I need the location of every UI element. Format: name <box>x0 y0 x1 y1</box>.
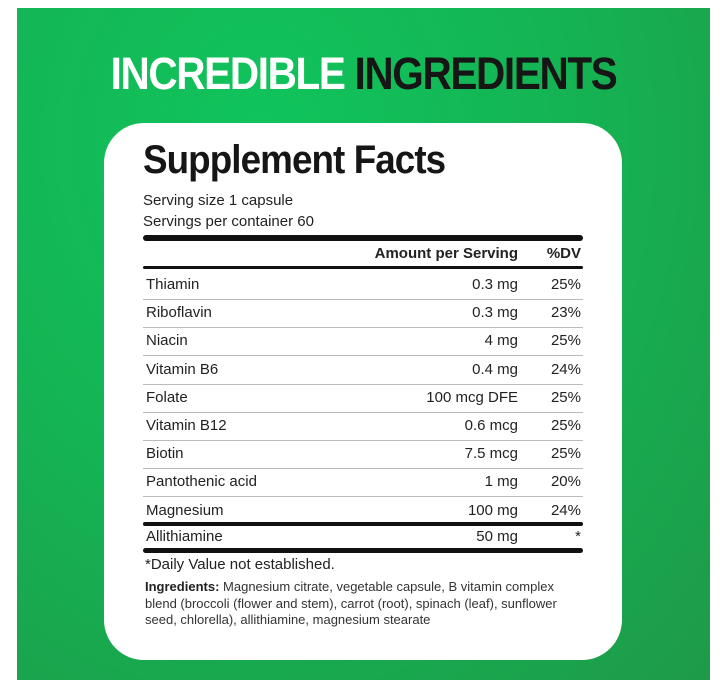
row-divider <box>143 383 583 385</box>
nutrient-dv: 25% <box>550 445 581 463</box>
serving-size: Serving size 1 capsule <box>143 192 294 209</box>
table-row: Riboflavin 0.3 mg 23% <box>143 304 583 326</box>
nutrient-amount: 0.3 mg <box>472 276 518 293</box>
nutrient-name: Biotin <box>146 445 184 463</box>
row-divider <box>143 299 583 300</box>
ingredients-text: Magnesium citrate, vegetable capsule, B … <box>145 579 557 627</box>
headline-white: INCREDIBLE <box>110 48 346 99</box>
row-divider <box>143 496 583 498</box>
nutrient-dv: * <box>575 528 581 545</box>
row-divider <box>143 440 583 441</box>
nutrient-name: Riboflavin <box>146 304 212 322</box>
header-amount: Amount per Serving <box>374 245 518 262</box>
divider-bottom <box>143 548 583 553</box>
nutrient-dv: 24% <box>550 360 581 378</box>
table-row: Niacin 4 mg 25% <box>143 332 583 354</box>
divider-thick <box>143 235 583 241</box>
servings-per-container: Servings per container 60 <box>143 213 314 230</box>
table-header: Amount per Serving %DV <box>143 245 583 267</box>
table-row: Biotin 7.5 mcg 25% <box>143 445 583 467</box>
table-row: Vitamin B6 0.4 mg 24% <box>143 361 583 383</box>
supplement-facts-card <box>104 123 622 660</box>
nutrient-name: Allithiamine <box>146 528 223 545</box>
table-row: Thiamin 0.3 mg 25% <box>143 276 583 298</box>
nutrient-name: Magnesium <box>146 501 224 519</box>
nutrient-dv: 23% <box>550 304 581 322</box>
nutrient-amount: 0.4 mg <box>472 360 518 378</box>
nutrient-amount: 100 mg <box>467 501 518 519</box>
table-row: Pantothenic acid 1 mg 20% <box>143 473 583 495</box>
divider-other <box>143 522 583 526</box>
nutrient-amount: 7.5 mcg <box>464 445 518 463</box>
nutrient-name: Thiamin <box>146 276 200 293</box>
header-dv: %DV <box>546 245 581 262</box>
nutrient-amount: 100 mcg DFE <box>426 388 518 406</box>
nutrient-dv: 25% <box>550 332 581 350</box>
nutrient-name: Vitamin B6 <box>146 360 219 378</box>
nutrient-amount: 1 mg <box>484 473 518 491</box>
nutrient-amount: 4 mg <box>484 332 518 350</box>
facts-title: Supplement Facts <box>143 138 446 182</box>
row-divider <box>143 468 583 470</box>
nutrient-name: Vitamin B12 <box>146 417 227 434</box>
headline: INCREDIBLE INGREDIENTS <box>36 48 690 100</box>
nutrient-dv: 20% <box>550 473 581 491</box>
ingredients: Ingredients: Magnesium citrate, vegetabl… <box>145 579 585 629</box>
nutrient-name: Niacin <box>146 332 188 350</box>
nutrient-dv: 25% <box>550 276 581 293</box>
table-row: Vitamin B12 0.6 mcg 25% <box>143 417 583 439</box>
footnote: *Daily Value not established. <box>145 556 335 573</box>
table-row: Folate 100 mcg DFE 25% <box>143 389 583 411</box>
headline-dark: INGREDIENTS <box>354 48 618 99</box>
table-row: Magnesium 100 mg 24% <box>143 502 583 524</box>
ingredients-label: Ingredients: <box>145 579 220 594</box>
nutrient-dv: 24% <box>550 501 581 519</box>
divider-header <box>143 266 583 269</box>
nutrient-amount: 0.3 mg <box>472 304 518 322</box>
table-row-other: Allithiamine 50 mg * <box>143 528 583 550</box>
row-divider <box>143 327 583 329</box>
nutrient-amount: 50 mg <box>476 528 518 545</box>
nutrient-dv: 25% <box>550 417 581 434</box>
nutrient-name: Pantothenic acid <box>146 473 257 491</box>
nutrient-dv: 25% <box>550 388 581 406</box>
row-divider <box>143 411 583 413</box>
nutrient-name: Folate <box>146 388 188 406</box>
nutrient-amount: 0.6 mcg <box>464 417 518 434</box>
row-divider <box>143 355 583 357</box>
